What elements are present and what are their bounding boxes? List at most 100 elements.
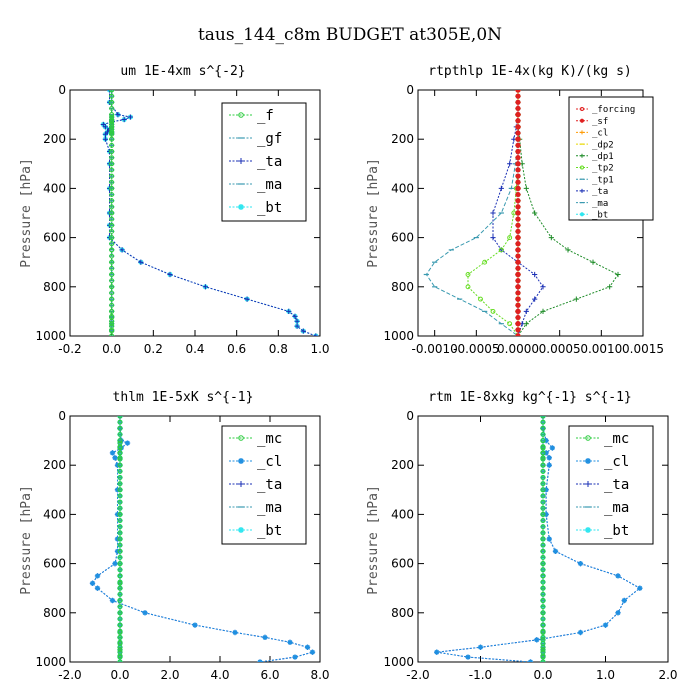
data-point [294,318,300,324]
data-point [515,296,521,302]
data-point [109,106,115,111]
data-point [540,438,546,444]
data-point [540,647,546,653]
data-point [580,153,584,158]
data-point [515,155,521,161]
data-point [515,173,521,179]
data-point [515,315,521,320]
data-point [109,265,115,271]
data-point [109,185,115,191]
panel-title: rtpthlp 1E-4x(kg K)/(kg s) [428,64,632,79]
data-point [232,629,238,636]
data-point [621,597,627,604]
data-point [117,493,123,499]
data-point [117,518,123,523]
data-point [127,114,134,120]
legend-label: _gf [257,131,282,147]
data-point [540,567,546,573]
data-point [109,192,115,198]
data-point [515,265,521,271]
y-tick-label: 600 [391,557,414,571]
data-point [109,173,115,179]
data-point [546,462,552,468]
data-point [109,118,115,124]
data-point [540,555,546,560]
data-point [549,445,555,451]
data-point [434,649,440,655]
data-point [109,247,115,253]
data-point [515,179,521,185]
legend: _mc _cl _ta _ma _bt [568,425,654,545]
data-point [109,327,115,333]
data-point [109,296,115,302]
legend-label: _tp2 [592,164,614,174]
data-point [109,235,115,241]
data-point [294,323,300,329]
data-point [573,296,579,302]
x-tick-label: 0.0 [110,668,129,682]
data-point [515,247,521,253]
data-point [515,112,521,118]
data-point [507,321,513,327]
data-point [540,456,546,462]
data-point [117,456,123,462]
data-point [540,499,546,505]
data-point [238,435,244,441]
data-point [523,321,529,327]
data-point [540,468,546,474]
data-point [109,167,115,173]
data-point [534,637,540,643]
data-point [585,458,591,464]
data-point [540,475,546,480]
data-point [515,247,521,253]
data-point [109,149,115,154]
panel-title: thlm 1E-5xK s^{-1} [113,390,254,405]
data-point [117,542,123,548]
data-point [527,659,534,662]
x-tick-label: 0.2 [144,342,163,356]
data-point [515,149,521,154]
data-point [117,468,123,474]
x-tick-label: 0.8 [269,342,288,356]
data-point [109,142,115,148]
data-point [540,505,546,511]
data-point [124,440,131,446]
data-point [515,253,521,259]
data-point [109,229,115,234]
series-group [89,416,316,662]
data-point [540,493,546,499]
data-point [540,308,546,314]
legend-label: _bt [604,523,629,539]
data-point [515,321,521,327]
data-point [540,530,546,536]
data-point [540,511,546,517]
data-point [515,90,521,93]
data-point [109,284,115,290]
data-point [540,284,546,290]
data-point [515,222,521,228]
data-point [292,654,298,660]
data-point [515,229,521,234]
data-point [114,487,121,493]
data-point [515,327,521,333]
data-point [117,530,123,536]
data-point [515,290,521,296]
series-group [423,90,621,336]
data-point [515,333,521,336]
data-point [515,142,521,148]
data-point [515,130,521,136]
data-point [565,247,571,253]
data-point [117,641,123,646]
y-tick-label: 600 [391,231,414,245]
data-point [109,253,115,259]
y-tick-label: 800 [43,280,66,294]
legend-label: _cl [257,454,282,470]
panel-title: rtm 1E-8xkg kg^{-1} s^{-1} [428,390,632,405]
data-point [540,585,546,591]
data-point [102,131,109,137]
x-tick-label: -0.0010 [412,342,458,356]
data-point [109,241,115,247]
data-point [540,536,546,542]
data-point [117,567,123,573]
